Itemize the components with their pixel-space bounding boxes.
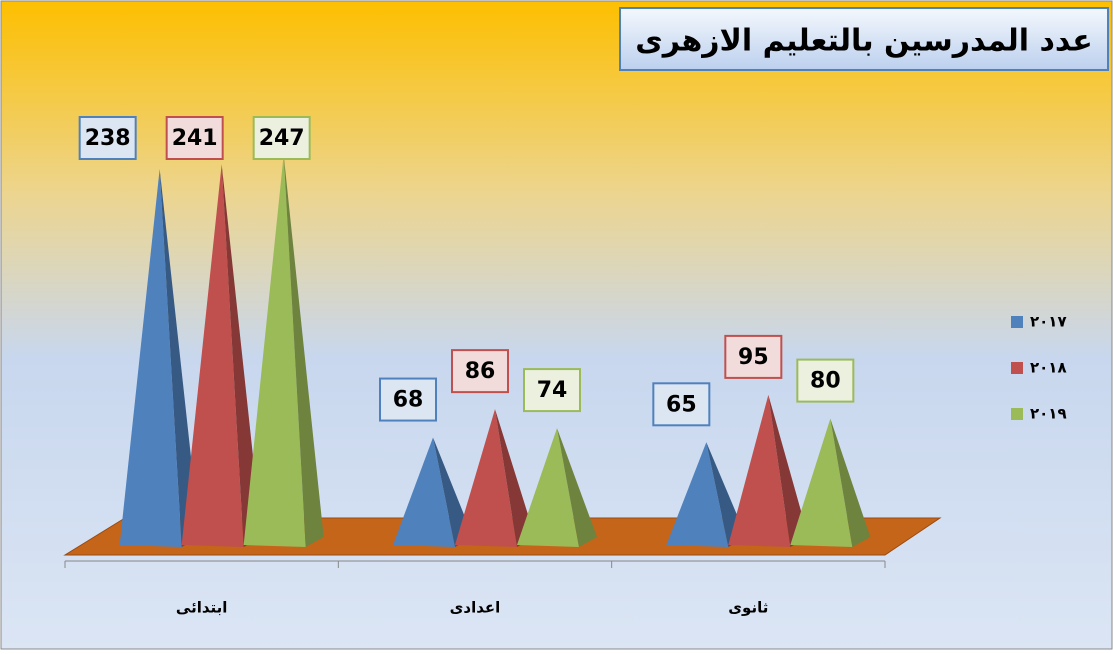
legend-swatch bbox=[1011, 408, 1023, 420]
pyramid-side bbox=[557, 428, 597, 547]
data-label: 68 bbox=[393, 388, 424, 413]
pyramid-side bbox=[221, 164, 262, 547]
pyramid-side bbox=[768, 394, 809, 547]
pyramid-front bbox=[517, 428, 579, 547]
data-label: 65 bbox=[666, 392, 697, 417]
data-label-box bbox=[379, 377, 437, 422]
data-label-box bbox=[652, 382, 711, 427]
data-label-box bbox=[523, 368, 581, 413]
pyramid-front bbox=[119, 168, 182, 547]
pyramid-front bbox=[790, 418, 853, 547]
title-box bbox=[619, 7, 1109, 71]
pyramid-front bbox=[393, 437, 455, 547]
data-label: 86 bbox=[465, 359, 496, 384]
legend-swatch bbox=[1011, 316, 1023, 328]
data-label-box bbox=[796, 358, 855, 403]
data-label: 247 bbox=[259, 126, 305, 151]
data-label-box bbox=[165, 116, 224, 160]
data-label-box bbox=[78, 116, 137, 160]
data-label: 241 bbox=[172, 126, 218, 151]
legend-label: ٢٠١٩ bbox=[1030, 405, 1067, 423]
data-label: 74 bbox=[537, 378, 568, 403]
data-label-box bbox=[252, 116, 311, 160]
pyramid-front bbox=[728, 394, 791, 547]
data-label: 238 bbox=[85, 126, 131, 151]
x-tick-label: ثانوى bbox=[728, 599, 768, 617]
legend-label: ٢٠١٧ bbox=[1030, 313, 1067, 331]
pyramid-front bbox=[243, 154, 306, 548]
legend-swatch bbox=[1011, 362, 1023, 374]
x-tick-label: ابتدائى bbox=[176, 599, 228, 617]
pyramid-side bbox=[159, 168, 200, 547]
data-label: 95 bbox=[738, 345, 769, 370]
data-label: 80 bbox=[810, 369, 841, 394]
pyramid-front bbox=[666, 442, 729, 547]
pyramid-side bbox=[495, 409, 535, 547]
pyramid-front bbox=[181, 164, 244, 547]
legend-label: ٢٠١٨ bbox=[1030, 359, 1067, 377]
x-tick-label: اعدادى bbox=[450, 599, 501, 617]
pyramid-side bbox=[283, 154, 324, 548]
data-label-box bbox=[451, 349, 509, 394]
pyramid-front bbox=[455, 409, 517, 547]
chart-title: عدد المدرسين بالتعليم الازهرى bbox=[635, 24, 1092, 59]
data-label-box bbox=[724, 334, 783, 379]
pyramid-side bbox=[830, 418, 871, 547]
